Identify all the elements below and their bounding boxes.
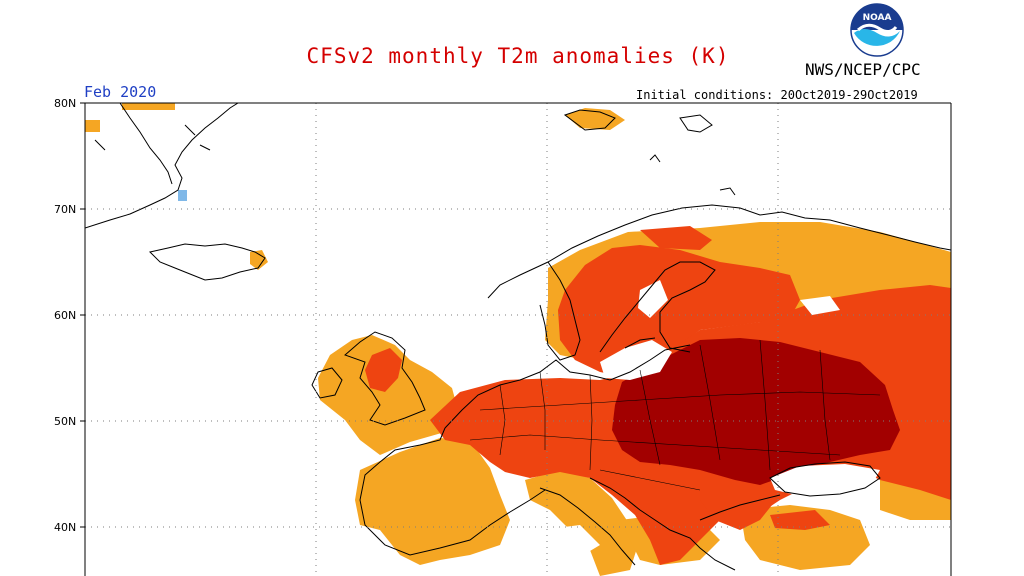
gap-baltic [600, 340, 672, 380]
lat-label-40n: 40N [54, 521, 77, 534]
anomaly-light-iceland [250, 250, 268, 270]
coast-iceland [149, 243, 266, 281]
gap-finland [638, 280, 668, 318]
coast-britain [311, 331, 426, 426]
gap-black-sea [770, 464, 880, 496]
anomaly-medium-scandinavia [558, 245, 800, 380]
map-frame [80, 102, 952, 576]
coast-arctic-islands [563, 109, 736, 196]
cold-anomaly-patch [178, 190, 187, 201]
coast-black-sea [769, 461, 881, 497]
lat-label-80n: 80N [54, 97, 77, 110]
coastlines [85, 103, 951, 571]
logo-text: NOAA [863, 13, 892, 23]
noaa-logo: NOAA [850, 3, 904, 57]
anomaly-gaps [540, 280, 880, 560]
anomaly-strong-east-europe [612, 338, 900, 485]
lat-label-50n: 50N [54, 415, 77, 428]
coast-italy-balkans [539, 477, 781, 571]
country-borders [469, 339, 881, 491]
gap-north-russia [800, 296, 840, 315]
lat-label-60n: 60N [54, 309, 77, 322]
initial-conditions: Initial conditions: 20Oct2019-29Oct2019 [636, 88, 918, 102]
agency-label: NWS/NCEP/CPC [805, 60, 921, 79]
forecast-period: Feb 2020 [84, 83, 157, 101]
anomaly-medium-britain [365, 348, 402, 392]
chart-title: CFSv2 monthly T2m anomalies (K) [306, 44, 730, 68]
anomaly-fields [85, 103, 951, 576]
anomaly-light-britain [318, 335, 458, 455]
coast-greenland [85, 103, 239, 229]
coast-scandinavia [487, 204, 951, 361]
anomaly-light-greenland-edge [85, 120, 100, 132]
lat-label-70n: 70N [54, 203, 77, 216]
gap-med-south [540, 525, 600, 560]
anomaly-strong-field [612, 338, 900, 485]
anomaly-light-iberia-france [355, 438, 510, 565]
anomaly-light-north-edge [122, 103, 175, 110]
anomaly-light-italy [525, 470, 638, 576]
anomaly-light-arctic [565, 108, 625, 130]
anomaly-medium-east-patch [770, 510, 830, 530]
anomaly-medium-iceland-north [640, 226, 712, 250]
graticule [85, 103, 951, 576]
coast-continent-west [359, 359, 611, 556]
coast-baltic [609, 337, 691, 381]
